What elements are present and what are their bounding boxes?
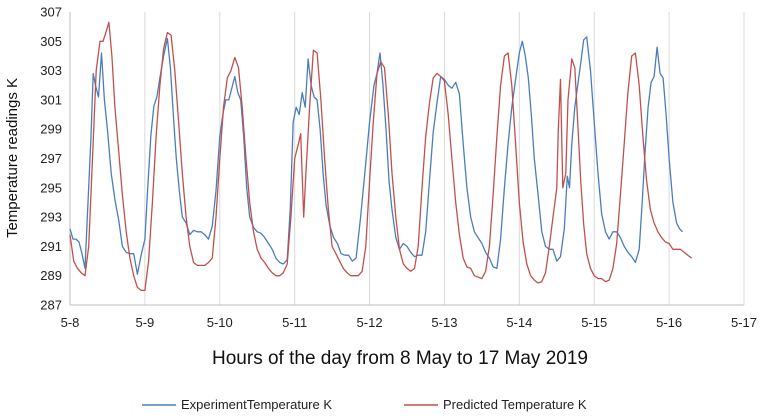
x-tick-label: 5-13 [431, 315, 457, 330]
x-tick-label: 5-11 [282, 315, 307, 330]
x-tick-label: 5-8 [61, 315, 80, 330]
y-tick-label: 295 [40, 180, 62, 195]
y-tick-label: 301 [40, 92, 62, 107]
x-axis-title: Hours of the day from 8 May to 17 May 20… [212, 348, 588, 369]
x-tick-label: 5-14 [506, 315, 532, 330]
series-line-predicted [70, 22, 692, 290]
y-tick-label: 299 [40, 122, 62, 137]
x-tick-label: 5-12 [357, 315, 383, 330]
y-tick-label: 305 [40, 34, 62, 49]
y-tick-label: 303 [40, 63, 62, 78]
y-tick-label: 307 [40, 5, 62, 20]
y-tick-labels: 287 289 291 293 295 297 299 301 303 305 307 [40, 5, 62, 313]
y-tick-label: 293 [40, 210, 62, 225]
x-tick-label: 5-9 [135, 315, 154, 330]
x-tick-label: 5-17 [731, 315, 757, 330]
y-axis-title: Temperature readings K [4, 78, 21, 238]
legend-label: Predicted Temperature K [443, 397, 587, 412]
x-tick-labels: 5-8 5-9 5-10 5-11 5-12 5-13 5-14 5-15 5-16 5-17 [61, 315, 757, 330]
vertical-gridlines [145, 12, 744, 305]
y-tick-label: 287 [40, 298, 62, 313]
axes [70, 12, 744, 305]
series-layer [70, 22, 692, 290]
temperature-line-chart: 287 289 291 293 295 297 299 301 303 305 307 5-8 5-9… [0, 0, 764, 420]
legend-label: ExperimentTemperature K [181, 397, 332, 412]
y-tick-label: 291 [40, 239, 62, 254]
x-tick-label: 5-15 [581, 315, 607, 330]
y-tick-label: 297 [40, 151, 62, 166]
x-tick-label: 5-16 [656, 315, 682, 330]
x-tick-label: 5-10 [207, 315, 233, 330]
series-line-experiment [70, 37, 683, 274]
y-tick-label: 289 [40, 268, 62, 283]
legend: ExperimentTemperature K Predicted Tempera… [142, 397, 587, 412]
